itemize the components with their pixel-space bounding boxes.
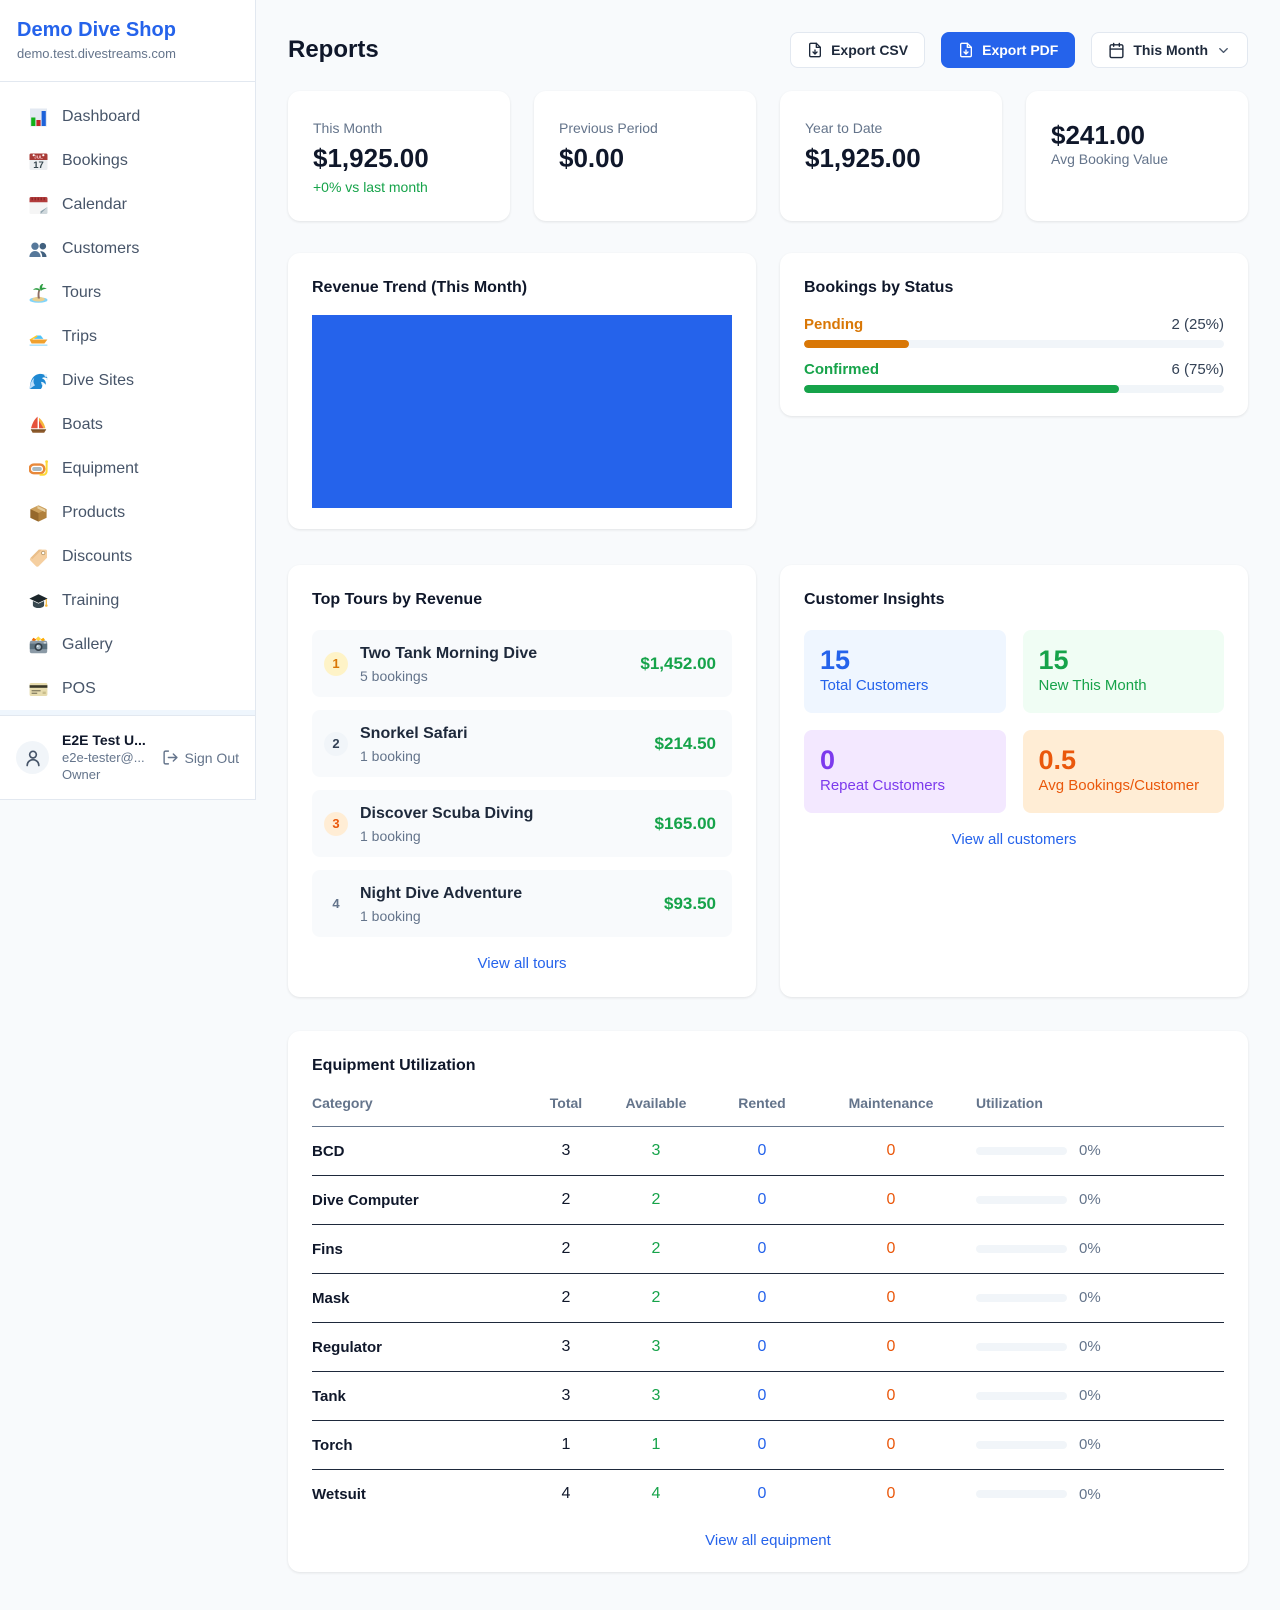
svg-text:17: 17: [33, 160, 44, 171]
svg-text:JUL: JUL: [34, 154, 43, 159]
